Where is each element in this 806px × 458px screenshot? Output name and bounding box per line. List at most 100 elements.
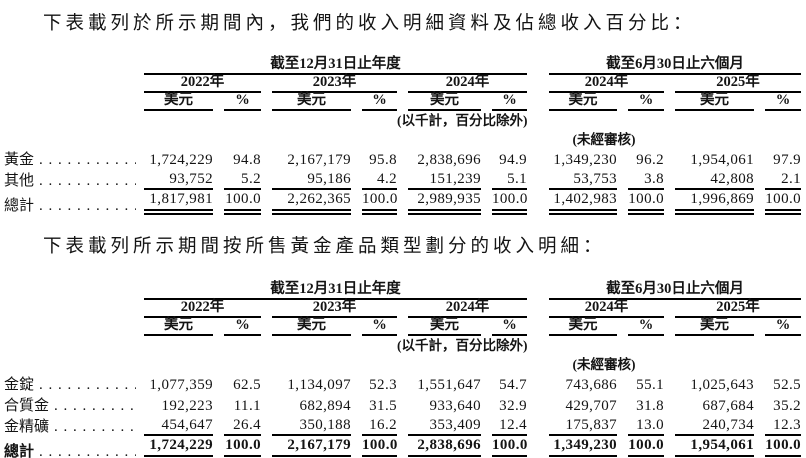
value-cell: 1,077,359 <box>149 377 213 393</box>
value-cell: 1,551,647 <box>417 377 481 393</box>
dot-leader: . . . . . . . . . . . . . . . . . . . . <box>54 419 136 435</box>
value-cell: 2,989,935 <box>408 190 481 215</box>
row-label: 金精礦 <box>4 419 50 435</box>
value-cell: 2,167,179 <box>272 436 351 458</box>
row-label: 總計 <box>4 444 35 458</box>
value-cell: 1,349,230 <box>549 436 618 458</box>
intro-paragraph-revenue-mix: 下表載列於所示期間內，我們的收入明細資料及佔總收入百分比： <box>43 14 696 34</box>
row-label: 黃金 <box>4 152 35 168</box>
revenue-mix-table: 截至12月31日止年度 截至6月30日止六個月 2022年 2023年 2024… <box>4 57 802 215</box>
year-header-2022: 2022年 <box>144 75 261 93</box>
unaudited-note-row: (未經審核) <box>4 128 801 148</box>
value-cell: 240,734 <box>675 416 755 436</box>
dot-leader: . . . . . . . . . . . . . . . . . . . . <box>39 198 136 214</box>
value-cell: 454,647 <box>144 416 213 436</box>
gold-product-revenue-table: 截至12月31日止年度 截至6月30日止六個月 2022年 2023年 2024… <box>4 282 802 458</box>
percent-header: % <box>492 318 528 336</box>
percent-header: % <box>628 93 665 111</box>
value-cell: 100.0 <box>362 190 397 215</box>
value-cell: 192,223 <box>161 398 213 414</box>
percent-header: % <box>765 318 802 336</box>
year-header-2022: 2022年 <box>144 300 261 318</box>
value-cell: 100.0 <box>628 436 665 458</box>
value-cell: 1,817,981 <box>144 190 213 215</box>
period-header-annual: 截至12月31日止年度 <box>144 282 528 300</box>
value-cell: 100.0 <box>765 436 802 458</box>
value-cell: 1,134,097 <box>287 377 351 393</box>
unaudited-note-row: (未經審核) <box>4 353 801 373</box>
percent-header: % <box>362 318 397 336</box>
value-cell: 52.3 <box>369 377 397 393</box>
value-cell: 682,894 <box>299 398 351 414</box>
table-row-alloy-gold: 合質金. . . . . . . . . . . . . . . . . . .… <box>4 394 801 415</box>
value-cell: 31.5 <box>369 398 397 414</box>
year-header-2024: 2024年 <box>408 75 528 93</box>
period-header-interim: 截至6月30日止六個月 <box>549 282 802 300</box>
value-cell: 1,996,869 <box>675 190 755 215</box>
value-cell: 687,684 <box>702 398 755 414</box>
value-cell: 933,640 <box>429 398 481 414</box>
value-cell: 62.5 <box>233 377 261 393</box>
year-header-row: 2022年 2023年 2024年 2024年 2025年 <box>4 300 802 318</box>
dot-leader: . . . . . . . . . . . . . . . . . . . . <box>54 398 136 414</box>
percent-header: % <box>628 318 665 336</box>
value-cell: 5.2 <box>224 170 261 190</box>
table-row-gold-concentrate: 金精礦. . . . . . . . . . . . . . . . . . .… <box>4 415 802 436</box>
value-cell: 175,837 <box>549 416 618 436</box>
table-row-other: 其他. . . . . . . . . . . . . . . . . . . … <box>4 169 802 190</box>
value-cell: 12.4 <box>492 416 528 436</box>
percent-header: % <box>765 93 802 111</box>
units-note: (以千計，百分比除外) <box>397 113 528 128</box>
table-row-gold: 黃金. . . . . . . . . . . . . . . . . . . … <box>4 148 801 169</box>
value-cell: 743,686 <box>565 377 618 393</box>
value-cell: 100.0 <box>765 190 802 215</box>
value-cell: 1,954,061 <box>690 152 755 168</box>
period-group-row: 截至12月31日止年度 截至6月30日止六個月 <box>4 282 802 300</box>
value-cell: 350,188 <box>272 416 351 436</box>
value-cell: 12.3 <box>765 416 802 436</box>
unaudited-note: (未經審核) <box>572 132 636 147</box>
row-label: 合質金 <box>4 398 50 414</box>
value-cell: 429,707 <box>565 398 618 414</box>
value-cell: 100.0 <box>224 436 261 458</box>
value-cell: 26.4 <box>224 416 261 436</box>
table-row-total: 總計. . . . . . . . . . . . . . . . . . . … <box>4 436 802 458</box>
value-cell: 13.0 <box>628 416 665 436</box>
units-note: (以千計，百分比除外) <box>397 338 528 353</box>
period-group-row: 截至12月31日止年度 截至6月30日止六個月 <box>4 57 802 75</box>
value-cell: 31.8 <box>636 398 665 414</box>
value-cell: 95.8 <box>369 152 397 168</box>
value-cell: 1,025,643 <box>690 377 755 393</box>
percent-header: % <box>224 93 261 111</box>
currency-header: 美元 <box>408 93 481 111</box>
value-cell: 94.9 <box>499 152 528 168</box>
dot-leader: . . . . . . . . . . . . . . . . . . . . <box>39 377 136 393</box>
value-cell: 4.2 <box>362 170 397 190</box>
currency-header: 美元 <box>144 93 213 111</box>
value-cell: 2,167,179 <box>287 152 351 168</box>
currency-header: 美元 <box>675 93 755 111</box>
percent-header: % <box>224 318 261 336</box>
value-cell: 151,239 <box>408 170 481 190</box>
table-row-total: 總計. . . . . . . . . . . . . . . . . . . … <box>4 190 802 215</box>
year-header-2025-interim: 2025年 <box>675 75 802 93</box>
unit-header-row: 美元 % 美元 % 美元 % 美元 % 美元 % <box>4 318 802 336</box>
value-cell: 35.2 <box>773 398 802 414</box>
period-header-interim: 截至6月30日止六個月 <box>549 57 802 75</box>
year-header-2023: 2023年 <box>272 300 397 318</box>
value-cell: 100.0 <box>492 190 527 215</box>
period-header-annual: 截至12月31日止年度 <box>144 57 528 75</box>
value-cell: 97.9 <box>773 152 802 168</box>
value-cell: 1,349,230 <box>553 152 618 168</box>
row-label: 總計 <box>4 198 35 214</box>
value-cell: 53,753 <box>549 170 618 190</box>
value-cell: 42,808 <box>675 170 755 190</box>
units-note-row: (以千計，百分比除外) <box>4 111 801 128</box>
value-cell: 95,186 <box>272 170 351 190</box>
currency-header: 美元 <box>272 318 351 336</box>
table-row-gold-ingots: 金錠. . . . . . . . . . . . . . . . . . . … <box>4 373 801 394</box>
value-cell: 96.2 <box>636 152 665 168</box>
units-note-row: (以千計，百分比除外) <box>4 336 801 353</box>
currency-header: 美元 <box>549 318 618 336</box>
year-header-2025-interim: 2025年 <box>675 300 802 318</box>
